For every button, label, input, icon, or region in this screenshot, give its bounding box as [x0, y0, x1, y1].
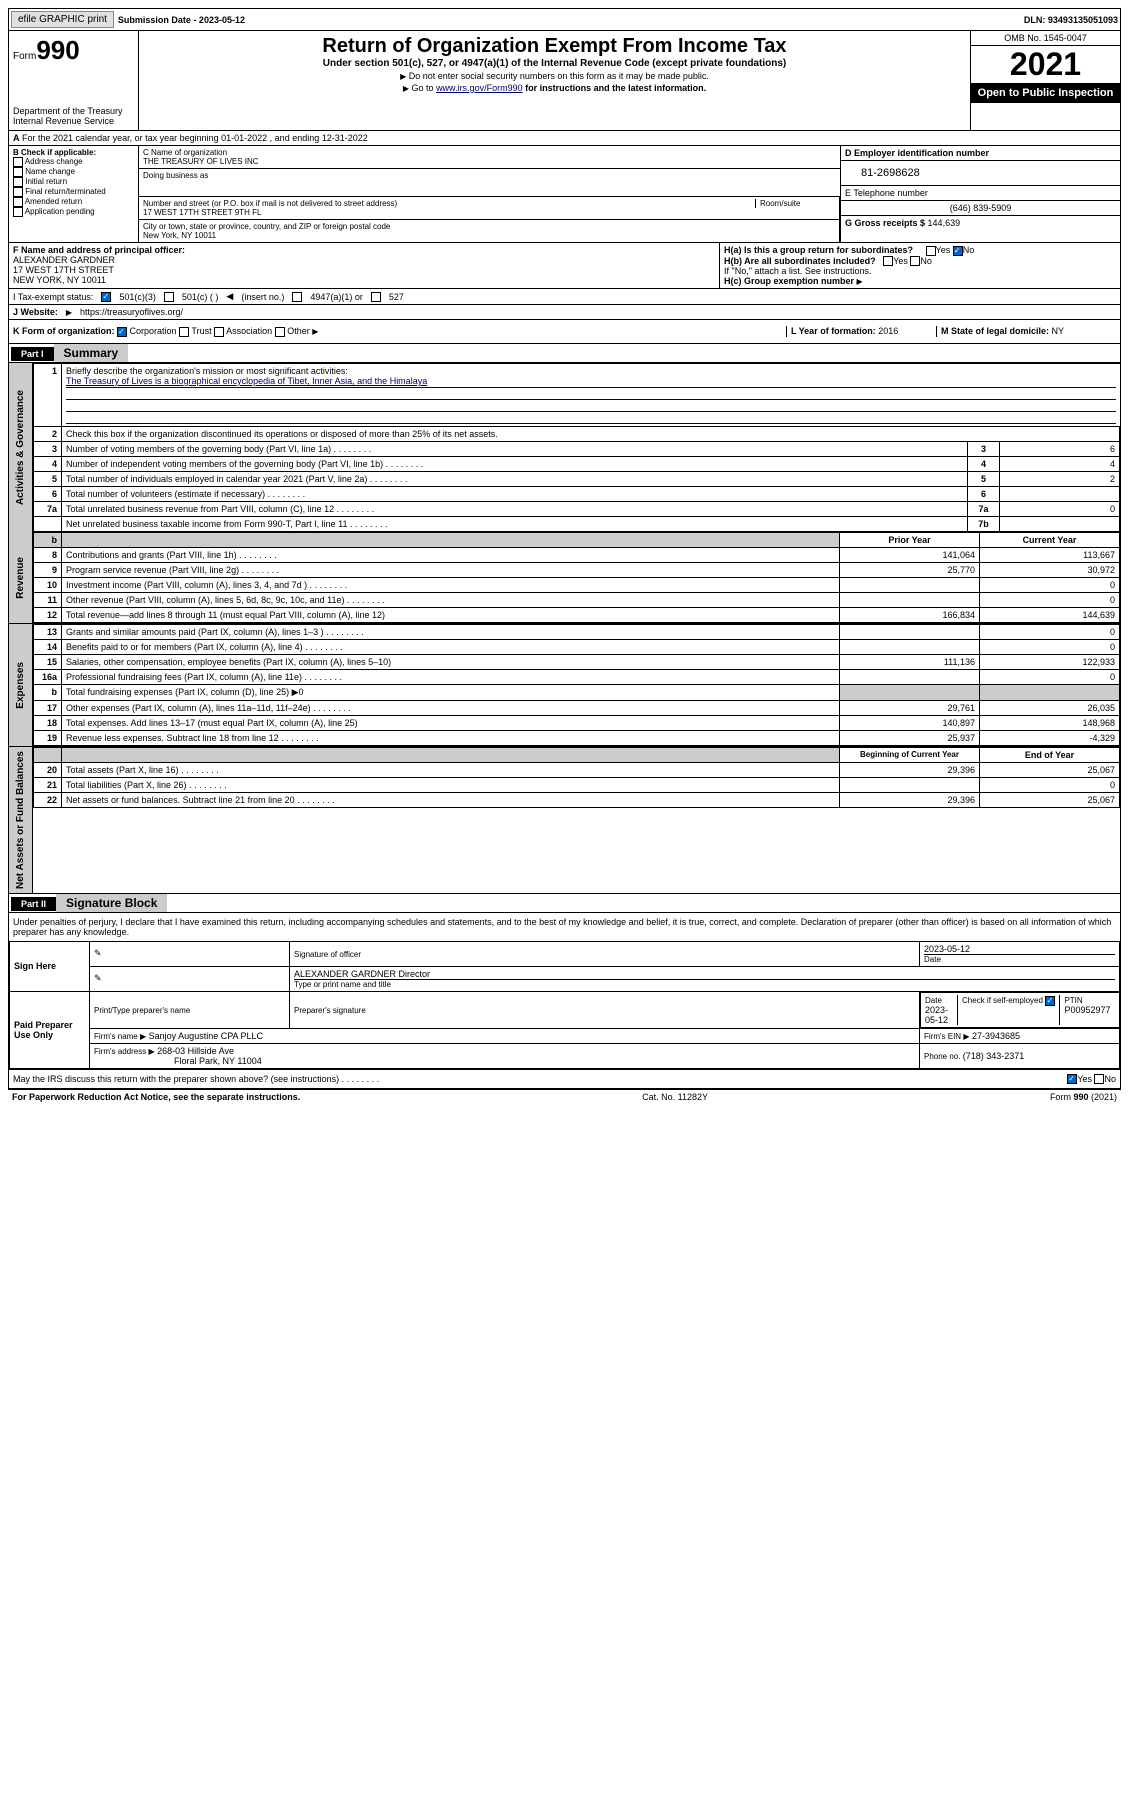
row-a-tax-year: A For the 2021 calendar year, or tax yea…: [8, 131, 1121, 146]
subtitle-2: Do not enter social security numbers on …: [409, 71, 709, 81]
gross-receipts-value: 144,639: [928, 218, 961, 228]
open-public-badge: Open to Public Inspection: [971, 83, 1120, 103]
website-value: https://treasuryoflives.org/: [80, 307, 183, 317]
part2-header: Part IISignature Block: [9, 894, 1120, 912]
form-label: Form: [13, 51, 36, 62]
discuss-text: May the IRS discuss this return with the…: [13, 1074, 1067, 1084]
telephone-value: (646) 839-5909: [841, 201, 1120, 216]
form-number: 990: [36, 35, 79, 65]
section-f: F Name and address of principal officer:…: [9, 243, 720, 288]
city-value: New York, NY 10011: [143, 231, 835, 240]
row-k: K Form of organization: Corporation Trus…: [8, 320, 1121, 344]
vlabel-expenses: Expenses: [13, 658, 28, 713]
officer-name: ALEXANDER GARDNER Director: [294, 969, 1115, 979]
addr-value: 17 WEST 17TH STREET 9TH FL: [143, 208, 835, 217]
form-title: Return of Organization Exempt From Incom…: [143, 35, 966, 58]
vlabel-governance: Activities & Governance: [13, 386, 28, 509]
form-header: Form990 Department of the Treasury Inter…: [8, 31, 1121, 131]
tax-year: 2021: [971, 46, 1120, 83]
org-name-label: C Name of organization: [143, 148, 836, 157]
section-c: C Name of organization THE TREASURY OF L…: [139, 146, 840, 242]
submission-date: Submission Date - 2023-05-12: [118, 15, 245, 25]
org-name-value: THE TREASURY OF LIVES INC: [143, 157, 836, 166]
subtitle-1: Under section 501(c), 527, or 4947(a)(1)…: [143, 58, 966, 69]
paid-preparer-label: Paid Preparer Use Only: [10, 991, 90, 1068]
part1-header: Part ISummary: [9, 344, 1120, 362]
top-bar: efile GRAPHIC print Submission Date - 20…: [8, 8, 1121, 31]
firm-name: Sanjoy Augustine CPA PLLC: [149, 1031, 263, 1041]
dept-label: Department of the Treasury Internal Reve…: [13, 106, 134, 126]
irs-link[interactable]: www.irs.gov/Form990: [436, 83, 523, 93]
vlabel-netassets: Net Assets or Fund Balances: [13, 747, 28, 893]
efile-print-button[interactable]: efile GRAPHIC print: [11, 11, 114, 28]
row-j: J Website: https://treasuryoflives.org/: [8, 305, 1121, 320]
section-d: D Employer identification number 81-2698…: [840, 146, 1120, 242]
ein-value: 81-2698628: [841, 161, 1120, 186]
declaration-text: Under penalties of perjury, I declare th…: [9, 913, 1120, 941]
omb-number: OMB No. 1545-0047: [971, 31, 1120, 46]
section-h: H(a) Is this a group return for subordin…: [720, 243, 1120, 288]
subtitle-3-post: for instructions and the latest informat…: [523, 83, 707, 93]
subtitle-3-pre: Go to: [412, 83, 437, 93]
row-i: I Tax-exempt status: 501(c)(3) 501(c) ( …: [8, 289, 1121, 305]
mission-text: The Treasury of Lives is a biographical …: [66, 376, 1116, 388]
footer: For Paperwork Reduction Act Notice, see …: [8, 1089, 1121, 1104]
dln: DLN: 93493135051093: [1024, 15, 1118, 25]
dba-label: Doing business as: [143, 171, 836, 180]
sign-here-label: Sign Here: [10, 941, 90, 991]
vlabel-revenue: Revenue: [13, 553, 28, 603]
section-b: B Check if applicable: Address change Na…: [9, 146, 139, 242]
